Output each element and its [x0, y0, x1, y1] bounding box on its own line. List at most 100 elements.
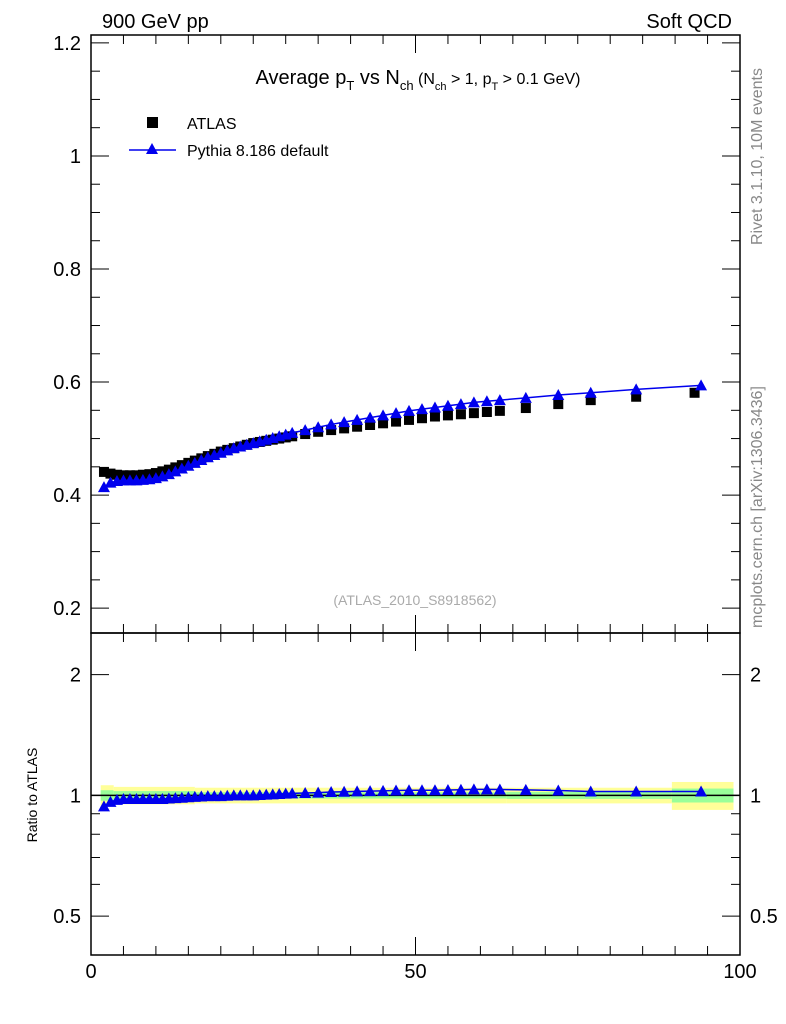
- x-tick-label: 0: [85, 961, 96, 983]
- pythia-point: [467, 396, 480, 408]
- ratio-pythia-point: [97, 800, 110, 812]
- legend-atlas-marker: [147, 117, 158, 128]
- y-tick-label: 1: [70, 146, 81, 168]
- pythia-point: [364, 411, 377, 423]
- ratio-pythia-point: [441, 783, 454, 795]
- ratio-pythia-point: [403, 784, 416, 796]
- ratio-pythia-point: [467, 783, 480, 795]
- ratio-pythia-point: [519, 783, 532, 795]
- ratio-y-tick-label: 0.5: [53, 906, 81, 928]
- legend-pythia-label: Pythia 8.186 default: [187, 143, 329, 160]
- pythia-point: [493, 394, 506, 406]
- pythia-point: [403, 404, 416, 416]
- axes: 0 50 100 0.2 0.4 0.6 0.8 1 1.2 0.5 0.5 1 1 2 2: [53, 33, 778, 983]
- ratio-pythia-point: [480, 783, 493, 795]
- ratio-y-tick-label-right: 2: [750, 665, 761, 687]
- ratio-pythia-point: [286, 787, 299, 799]
- pythia-point: [175, 462, 188, 474]
- atlas-point: [365, 420, 376, 430]
- ratio-pythia-point: [312, 786, 325, 798]
- atlas-point: [339, 423, 350, 434]
- pythia-point: [325, 418, 338, 430]
- ratio-pythia-point: [584, 785, 597, 797]
- ratio-pythia-point: [351, 785, 364, 797]
- pythia-point: [377, 409, 390, 421]
- ratio-y-tick-label-right: 1: [750, 785, 761, 807]
- ratio-pythia-point: [552, 784, 565, 796]
- y-tick-label: 0.2: [53, 598, 81, 620]
- ratio-pythia-point: [377, 784, 390, 796]
- ratio-pythia-point: [364, 785, 377, 797]
- pythia-point: [338, 416, 351, 428]
- atlas-point: [326, 425, 337, 436]
- pythia-point: [630, 383, 643, 395]
- pythia-point: [162, 468, 175, 480]
- ratio-y-tick-label: 2: [70, 665, 81, 687]
- data-marks: [97, 379, 708, 812]
- atlas-point: [404, 414, 415, 425]
- legend-atlas-label: ATLAS: [187, 116, 237, 133]
- rivet-label: Rivet 3.1.10, 10M events: [749, 68, 766, 245]
- x-tick-label: 50: [404, 961, 426, 983]
- pythia-point: [480, 395, 493, 407]
- atlas-point: [378, 418, 389, 429]
- pythia-point: [299, 424, 312, 436]
- pythia-point: [415, 403, 428, 415]
- pythia-point: [312, 421, 325, 433]
- pythia-point: [286, 426, 299, 438]
- pythia-point: [188, 456, 201, 468]
- pythia-point: [441, 399, 454, 411]
- pythia-point: [351, 413, 364, 425]
- pythia-point: [695, 379, 708, 391]
- y-tick-label: 1.2: [53, 33, 81, 55]
- atlas-point: [689, 387, 700, 398]
- pythia-line: [103, 384, 702, 488]
- atlas-point: [98, 466, 109, 477]
- ratio-pythia-point: [338, 785, 351, 797]
- atlas-point: [585, 395, 596, 406]
- atlas-point: [553, 399, 564, 410]
- atlas-point: [520, 403, 531, 414]
- ratio-y-tick-label-right: 0.5: [750, 906, 778, 928]
- legend-pythia-marker: [146, 143, 158, 154]
- atlas-point: [429, 411, 440, 422]
- atlas-point: [416, 413, 427, 424]
- ratio-pythia-point: [415, 784, 428, 796]
- ratio-pythia-point: [299, 786, 312, 798]
- pythia-point: [584, 386, 597, 398]
- ratio-ylabel: Ratio to ATLAS: [24, 748, 40, 843]
- atlas-point: [442, 410, 453, 421]
- y-tick-label: 0.4: [53, 485, 81, 507]
- ratio-pythia-point: [695, 785, 708, 797]
- header-right: Soft QCD: [646, 11, 732, 33]
- atlas-point: [111, 469, 122, 480]
- atlas-point: [455, 409, 466, 420]
- atlas-point: [481, 407, 492, 417]
- plot-title: Average pT vs Nch (Nch > 1, pT > 0.1 GeV…: [256, 67, 581, 93]
- mcplots-label: mcplots.cern.ch [arXiv:1306.3436]: [749, 386, 766, 628]
- atlas-point: [105, 468, 116, 479]
- pythia-point: [169, 465, 182, 477]
- y-tick-label: 0.8: [53, 259, 81, 281]
- ratio-y-tick-label: 1: [70, 785, 81, 807]
- ratio-pythia-point: [325, 786, 338, 798]
- pythia-point: [519, 391, 532, 403]
- title-a: Average p: [256, 67, 347, 89]
- atlas-point: [631, 391, 642, 402]
- analysis-label: (ATLAS_2010_S8918562): [333, 592, 496, 608]
- header-left: 900 GeV pp: [102, 11, 209, 33]
- y-tick-label: 0.6: [53, 372, 81, 394]
- ratio-pythia-point: [630, 785, 643, 797]
- atlas-point: [494, 405, 505, 416]
- pythia-point: [428, 401, 441, 413]
- pythia-point: [195, 454, 208, 466]
- atlas-point: [391, 416, 402, 427]
- ratio-pythia-point: [493, 783, 506, 795]
- x-tick-label: 100: [723, 961, 756, 983]
- ratio-pythia-point: [454, 783, 467, 795]
- ratio-pythia-point: [428, 784, 441, 796]
- ratio-pythia-point: [390, 784, 403, 796]
- pythia-point: [97, 481, 110, 493]
- pythia-point: [182, 459, 195, 471]
